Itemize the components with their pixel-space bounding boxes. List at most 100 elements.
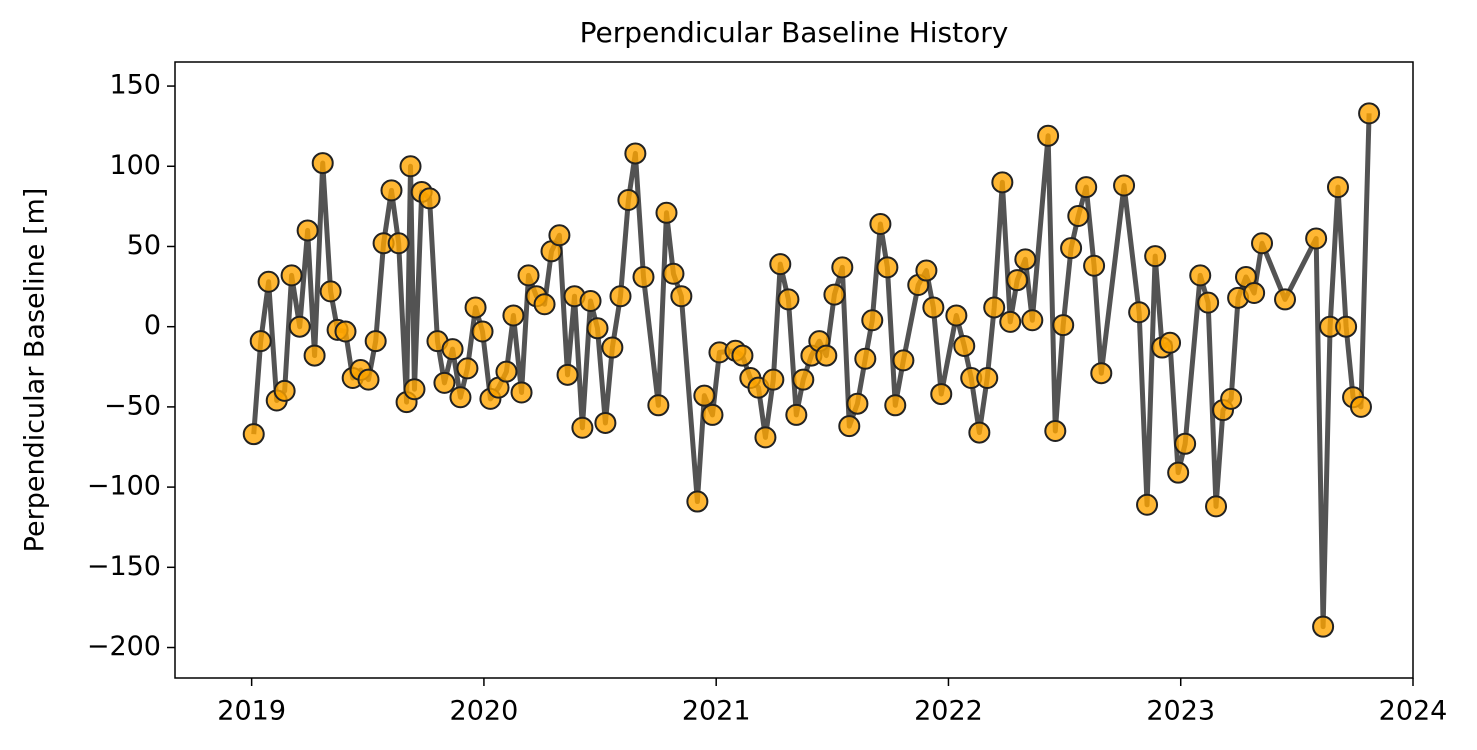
marker (510, 381, 533, 404)
marker (892, 349, 915, 372)
marker (357, 368, 380, 391)
y-tick-label: −150 (87, 551, 161, 582)
y-tick-label: 100 (109, 150, 161, 181)
marker (869, 213, 892, 236)
marker (1021, 309, 1044, 332)
marker (399, 155, 422, 178)
marker (1090, 362, 1113, 385)
marker (311, 152, 334, 175)
marker (1251, 232, 1274, 255)
marker (1083, 254, 1106, 277)
marker (754, 426, 777, 449)
marker (953, 334, 976, 357)
marker (249, 330, 272, 353)
marker (968, 421, 991, 444)
marker (387, 232, 410, 255)
marker (662, 262, 685, 285)
marker (831, 256, 854, 279)
marker (1144, 245, 1167, 268)
marker (364, 330, 387, 353)
marker (876, 256, 899, 279)
marker (288, 315, 311, 338)
marker (1067, 205, 1090, 227)
marker (296, 219, 319, 242)
marker (403, 378, 426, 401)
marker (441, 338, 464, 361)
marker (1014, 248, 1037, 271)
marker (471, 320, 494, 343)
marker (976, 367, 999, 390)
marker (280, 264, 303, 287)
marker (1335, 315, 1358, 338)
marker (1113, 174, 1136, 197)
marker (571, 416, 594, 439)
x-tick-label: 2020 (450, 696, 519, 727)
marker (731, 344, 754, 367)
marker (1060, 237, 1083, 260)
marker (464, 296, 487, 319)
marker (1006, 269, 1029, 292)
marker (1220, 387, 1243, 410)
marker (273, 379, 296, 402)
marker (1243, 282, 1266, 304)
marker (922, 296, 945, 319)
marker (1312, 615, 1335, 638)
marker (1075, 176, 1098, 199)
marker (647, 394, 670, 417)
y-tick-label: −100 (87, 471, 161, 502)
y-tick-label: −200 (87, 631, 161, 662)
marker (517, 264, 540, 287)
marker (701, 403, 724, 426)
marker (257, 270, 280, 293)
marker (1037, 124, 1060, 147)
marker (838, 415, 861, 438)
marker (1128, 301, 1151, 324)
marker (594, 411, 617, 434)
marker (686, 490, 709, 513)
marker (846, 392, 869, 415)
marker (1274, 288, 1297, 311)
marker (303, 344, 326, 367)
marker (1159, 331, 1182, 354)
marker (319, 280, 342, 303)
marker (1326, 176, 1349, 199)
chart-title: Perpendicular Baseline History (580, 16, 1009, 49)
marker (533, 293, 556, 316)
x-tick-label: 2022 (914, 696, 983, 727)
marker (433, 371, 456, 394)
marker (854, 347, 877, 370)
marker (823, 283, 846, 306)
marker (930, 383, 953, 406)
marker (1044, 419, 1067, 442)
marker (670, 285, 693, 308)
marker (556, 363, 579, 386)
plot-frame (174, 61, 1414, 679)
marker (380, 179, 403, 202)
marker (815, 344, 838, 367)
marker (334, 320, 357, 343)
marker (1136, 493, 1159, 516)
marker (1349, 395, 1372, 418)
marker (456, 357, 479, 380)
marker (884, 394, 907, 417)
y-tick-label: 0 (144, 310, 161, 341)
marker (601, 336, 624, 359)
marker (1305, 227, 1328, 250)
marker (242, 423, 265, 446)
marker (1174, 432, 1197, 455)
marker (617, 188, 640, 211)
marker (1052, 314, 1075, 337)
marker (762, 368, 785, 391)
marker (792, 368, 815, 391)
marker (1197, 291, 1220, 314)
y-tick-label: 150 (109, 70, 161, 101)
marker (586, 317, 609, 340)
marker (693, 384, 716, 407)
marker (624, 142, 647, 165)
x-tick-label: 2023 (1146, 696, 1215, 727)
marker (495, 360, 518, 383)
marker (983, 296, 1006, 319)
marker (548, 224, 571, 247)
y-tick-label: 50 (127, 230, 161, 261)
marker (579, 290, 602, 313)
